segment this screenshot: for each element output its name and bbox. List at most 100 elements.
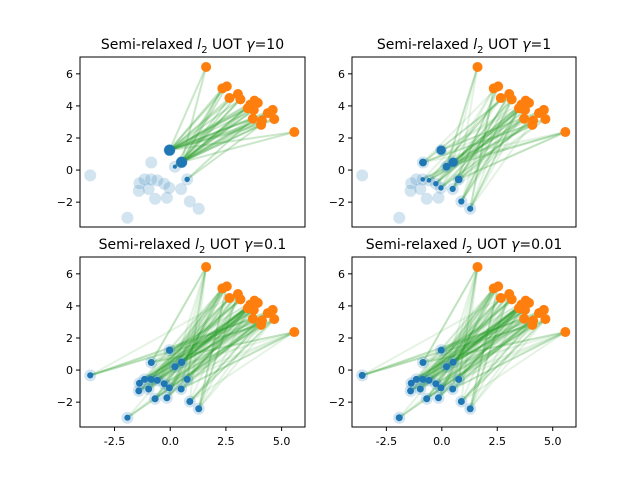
plan-line — [180, 107, 249, 163]
source-point — [175, 182, 188, 195]
plan-line — [169, 119, 263, 152]
x-tick-label: 2.5 — [489, 435, 507, 448]
source-mass-point — [177, 385, 185, 393]
subplot-title: Semi-relaxed l2 UOT γ=0.01 — [366, 237, 563, 256]
target-point — [560, 327, 571, 338]
plan-line — [440, 298, 513, 389]
target-point — [257, 115, 268, 126]
title-part: Semi-relaxed — [366, 237, 462, 253]
plan-line — [452, 312, 540, 390]
plan-line — [144, 307, 249, 381]
axes-frame — [79, 56, 306, 228]
plan-line — [446, 331, 566, 368]
plan-line — [452, 131, 566, 164]
plan-line — [174, 302, 259, 368]
plan-line — [426, 307, 520, 400]
plan-line — [428, 298, 513, 382]
plan-line — [150, 303, 251, 381]
source-mass-point — [407, 379, 415, 387]
plan-line — [451, 104, 523, 190]
plan-line — [398, 324, 533, 419]
plan-line — [437, 298, 513, 399]
plan-line — [197, 312, 269, 410]
plan-line — [440, 285, 500, 389]
plan-line — [169, 101, 259, 152]
plan-line — [166, 298, 242, 399]
plan-line — [460, 293, 511, 402]
source-mass-point — [87, 372, 94, 379]
plan-line — [440, 101, 530, 152]
plan-line — [180, 312, 269, 390]
target-point — [493, 281, 504, 292]
plan-line — [197, 293, 239, 410]
target-point — [528, 115, 539, 126]
plan-line — [189, 331, 295, 403]
title-part: γ — [244, 237, 253, 253]
plan-line — [169, 123, 262, 152]
plan-line — [440, 107, 520, 189]
source-mass-point — [153, 376, 161, 384]
y-tick-label: 4 — [338, 100, 345, 113]
title-part: l — [462, 237, 466, 253]
source-point — [145, 173, 158, 186]
plan-line — [138, 297, 231, 392]
plan-lines — [361, 266, 566, 419]
source-mass-point — [434, 394, 442, 402]
target-point — [267, 104, 278, 115]
source-mass-point — [437, 346, 445, 354]
source-mass-point — [432, 380, 440, 388]
plan-line — [458, 112, 540, 181]
plan-line — [180, 87, 224, 163]
source-mass-point — [184, 176, 190, 183]
plan-line — [452, 102, 530, 163]
plan-line — [188, 293, 239, 402]
plan-line — [180, 266, 208, 363]
plan-line — [169, 107, 249, 152]
plan-line — [147, 307, 249, 390]
source-mass-point — [454, 175, 463, 184]
plan-line — [469, 286, 500, 409]
plan-line — [421, 285, 499, 380]
source-mass-point — [172, 164, 178, 169]
plan-line — [422, 266, 479, 364]
plan-line — [154, 319, 263, 400]
plan-line — [180, 93, 239, 163]
source-mass-point — [163, 394, 171, 402]
target-point — [248, 104, 259, 115]
source-mass-point — [419, 359, 427, 367]
plan-line — [419, 307, 520, 390]
plan-line — [180, 109, 255, 164]
plan-line — [163, 312, 269, 385]
source-point — [405, 177, 418, 190]
plan-line — [437, 307, 520, 399]
source-point — [404, 184, 417, 197]
source-mass-point — [183, 375, 191, 383]
plan-line — [469, 88, 495, 209]
y-tick-label: −2 — [329, 196, 345, 209]
target-point — [224, 93, 235, 104]
plan-line — [460, 109, 526, 203]
plan-line — [435, 103, 523, 185]
plan-line — [163, 318, 275, 385]
axes-frame — [79, 256, 306, 428]
y-tick-label: 6 — [66, 268, 73, 281]
plan-line — [410, 309, 526, 385]
target-point — [495, 293, 506, 304]
plan-line — [445, 299, 527, 368]
plan-line — [422, 318, 546, 364]
source-point — [142, 182, 155, 195]
source-mass-point — [145, 385, 153, 393]
plan-line — [422, 131, 566, 164]
plan-line — [426, 319, 534, 400]
plan-line — [138, 307, 249, 385]
plan-line — [460, 98, 513, 202]
plan-line — [457, 266, 479, 380]
source-mass-point — [147, 359, 155, 367]
plan-line — [415, 303, 523, 381]
plan-line — [169, 131, 295, 152]
subplot-title: Semi-relaxed l2 UOT γ=0.1 — [99, 237, 287, 256]
target-point — [224, 293, 235, 304]
source-mass-point — [160, 380, 168, 388]
